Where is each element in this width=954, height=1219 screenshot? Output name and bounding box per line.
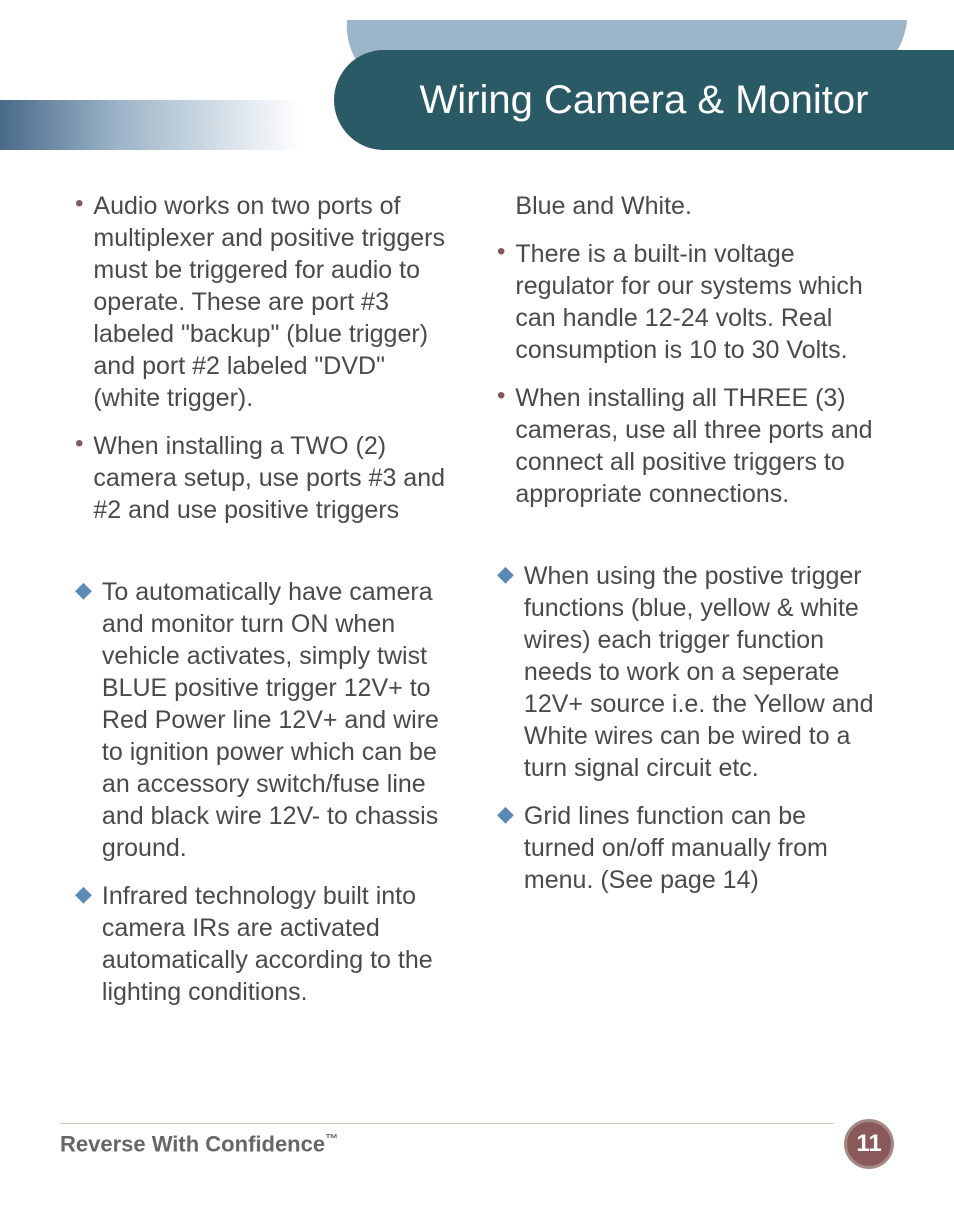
bullet-item: ◆ When using the postive trigger functio… [497,560,879,784]
bullet-text: Grid lines function can be turned on/off… [524,800,879,896]
dot-bullet-icon: • [75,190,83,218]
page-footer: Reverse With Confidence™ 11 [60,1119,894,1169]
dot-bullet-icon: • [497,382,505,410]
header-pill-bg: Wiring Camera & Monitor [334,50,954,150]
diamond-bullet-icon: ◆ [75,880,92,908]
bullet-item: ◆ Grid lines function can be turned on/o… [497,800,879,896]
bullet-text: Infrared technology built into camera IR… [102,880,457,1008]
trademark-symbol: ™ [325,1131,338,1146]
right-section-1: • Blue and White. • There is a built-in … [497,190,879,510]
right-column: • Blue and White. • There is a built-in … [497,190,879,1058]
continuation-line: • Blue and White. [497,190,879,222]
tagline-text: Reverse With Confidence [60,1131,325,1156]
page-header: Wiring Camera & Monitor [0,50,954,150]
bullet-text: When using the postive trigger functions… [524,560,879,784]
bullet-item: • When installing a TWO (2) camera setup… [75,430,457,526]
diamond-bullet-icon: ◆ [75,576,92,604]
bullet-text: When installing a TWO (2) camera setup, … [93,430,457,526]
dot-bullet-icon: • [497,238,505,266]
bullet-item: • There is a built-in voltage regulator … [497,238,879,366]
bullet-item: • Audio works on two ports of multiplexe… [75,190,457,414]
diamond-bullet-icon: ◆ [497,800,514,828]
left-section-1: • Audio works on two ports of multiplexe… [75,190,457,526]
left-column: • Audio works on two ports of multiplexe… [75,190,457,1058]
bullet-text: Audio works on two ports of multiplexer … [93,190,457,414]
bullet-item: ◆ To automatically have camera and monit… [75,576,457,864]
page-number: 11 [856,1130,881,1158]
page-number-badge: 11 [844,1119,894,1169]
dot-bullet-icon: • [75,430,83,458]
content-columns: • Audio works on two ports of multiplexe… [0,190,954,1058]
header-gradient-stripe [0,100,300,150]
bullet-item: • When installing all THREE (3) cameras,… [497,382,879,510]
right-section-2: ◆ When using the postive trigger functio… [497,560,879,896]
continuation-text: Blue and White. [515,190,692,222]
diamond-bullet-icon: ◆ [497,560,514,588]
page-title: Wiring Camera & Monitor [419,78,868,123]
left-section-2: ◆ To automatically have camera and monit… [75,576,457,1008]
bullet-item: ◆ Infrared technology built into camera … [75,880,457,1008]
bullet-text: There is a built-in voltage regulator fo… [515,238,879,366]
bullet-text: To automatically have camera and monitor… [102,576,457,864]
bullet-text: When installing all THREE (3) cameras, u… [515,382,879,510]
footer-tagline: Reverse With Confidence™ [60,1131,338,1157]
